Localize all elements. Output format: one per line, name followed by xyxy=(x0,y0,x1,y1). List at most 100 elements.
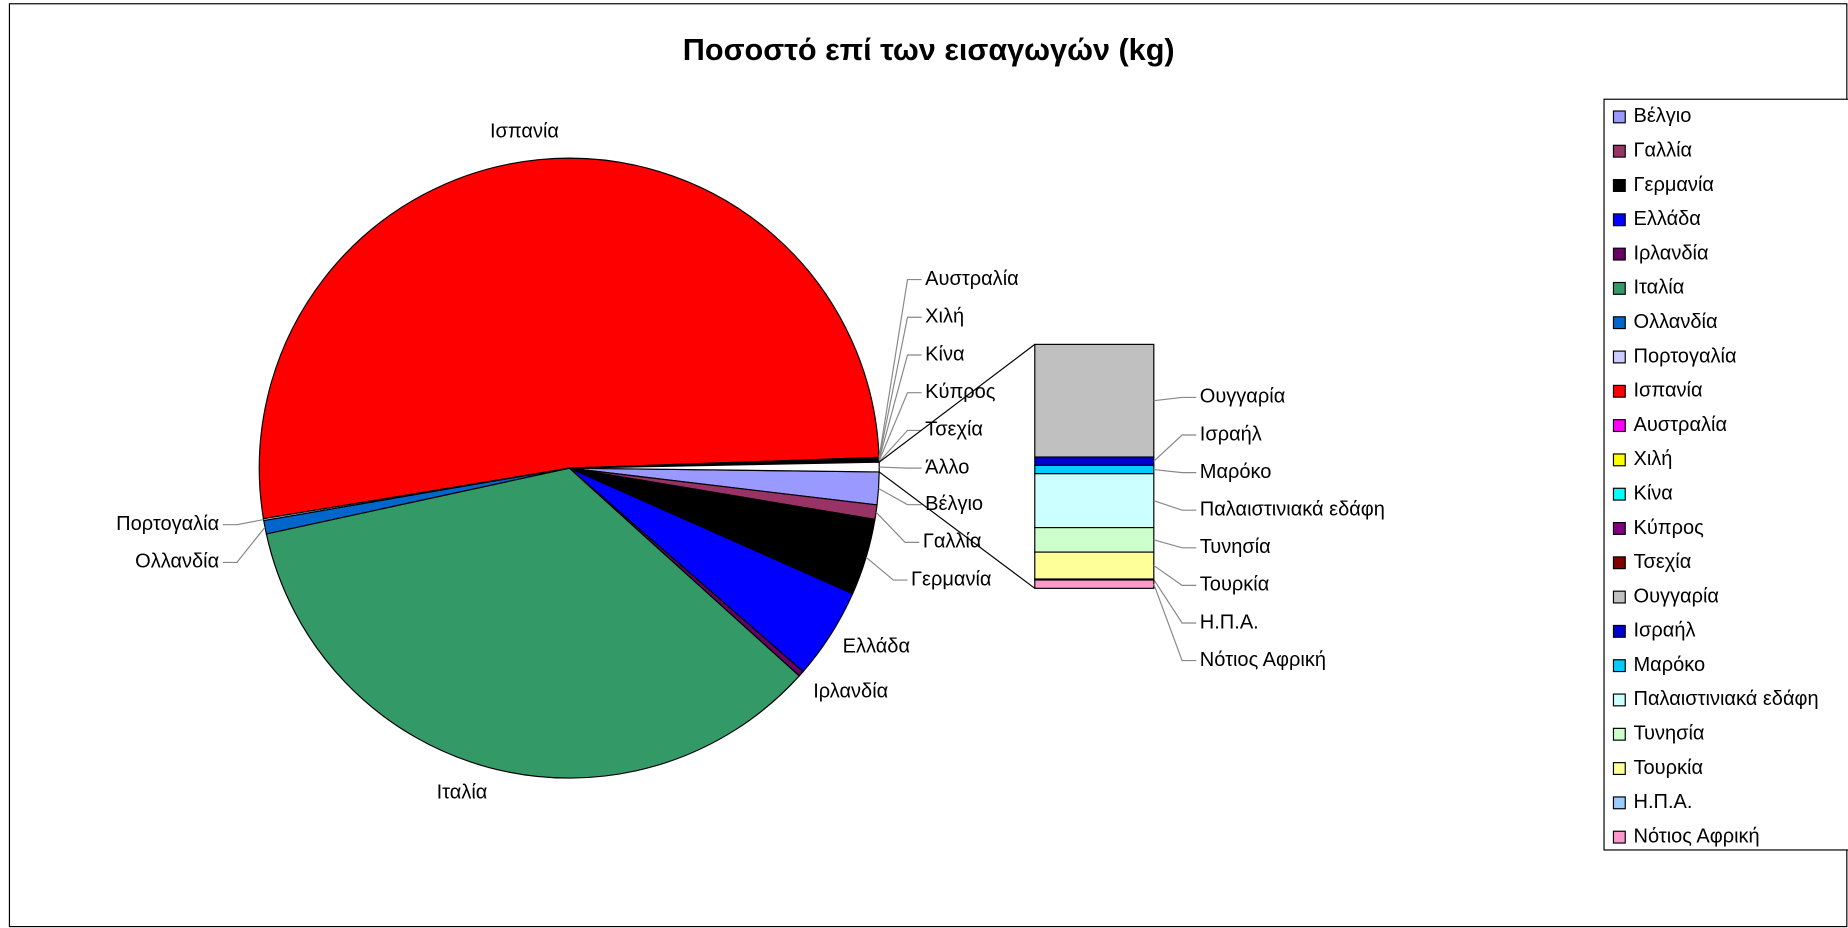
legend-label: Ισπανία xyxy=(1634,380,1703,402)
slice-label: Ιταλία xyxy=(437,782,488,804)
slice-label: Τσεχία xyxy=(925,419,983,441)
bar-segment xyxy=(1034,343,1155,458)
slice-label: Άλλο xyxy=(925,456,969,478)
leader-line xyxy=(865,556,908,581)
leader-line xyxy=(878,392,922,461)
legend-swatch xyxy=(1612,693,1626,707)
leader-line xyxy=(1153,500,1197,511)
leader-line xyxy=(878,429,922,463)
leader-line xyxy=(879,466,922,469)
leader-line xyxy=(878,278,922,458)
legend-swatch xyxy=(1612,762,1626,776)
legend-label: Γερμανία xyxy=(1634,174,1714,196)
slice-label: Βέλγιο xyxy=(925,493,983,515)
bar-segment xyxy=(1034,551,1155,580)
slice-label: Γαλλία xyxy=(923,531,982,553)
legend-swatch xyxy=(1612,830,1626,844)
legend-swatch xyxy=(1612,110,1626,124)
connector-line xyxy=(878,471,1036,589)
legend-swatch xyxy=(1612,727,1626,741)
leader-line xyxy=(1153,539,1197,549)
leader-line xyxy=(878,316,922,459)
pie-slice xyxy=(265,467,801,779)
slice-label: Αυστραλία xyxy=(925,268,1019,290)
slice-label: Ισπανία xyxy=(490,121,559,143)
legend-label: Ιρλανδία xyxy=(1634,242,1709,264)
connector-line xyxy=(878,343,1036,463)
slice-label: Χιλή xyxy=(925,306,964,328)
bar-label: Τουρκία xyxy=(1200,574,1270,596)
leader-line xyxy=(1153,565,1197,586)
legend-label: Ελλάδα xyxy=(1634,208,1701,230)
bar-label: Η.Π.Α. xyxy=(1200,611,1259,633)
legend-swatch xyxy=(1612,144,1626,158)
legend-swatch xyxy=(1612,213,1626,227)
bar-label: Τυνησία xyxy=(1200,536,1271,558)
leader-line xyxy=(1153,579,1197,624)
slice-label: Γερμανία xyxy=(911,568,991,590)
legend-swatch xyxy=(1612,590,1626,604)
slice-label: Κύπρος xyxy=(925,381,996,403)
legend-swatch xyxy=(1612,624,1626,638)
bar-label: Ουγγαρία xyxy=(1200,386,1286,408)
legend-swatch xyxy=(1612,556,1626,570)
legend-label: Ισραήλ xyxy=(1634,620,1696,642)
pie-slice xyxy=(258,157,880,520)
legend-swatch xyxy=(1612,419,1626,433)
leader-line xyxy=(1153,434,1197,462)
slice-label: Ελλάδα xyxy=(843,636,910,658)
legend-label: Ολλανδία xyxy=(1634,311,1718,333)
legend-label: Παλαιστινιακά εδάφη xyxy=(1634,688,1819,710)
legend-label: Τυνησία xyxy=(1634,723,1705,745)
legend-label: Βέλγιο xyxy=(1634,105,1692,127)
pie-slice xyxy=(569,461,880,473)
legend-swatch xyxy=(1612,281,1626,295)
legend-swatch xyxy=(1612,521,1626,535)
bar-segment xyxy=(1034,464,1155,475)
chart-title: Ποσοστό επί των εισαγωγών (kg) xyxy=(683,33,1175,67)
bar-label: Μαρόκο xyxy=(1200,461,1272,483)
legend-swatch xyxy=(1612,316,1626,330)
leader-line xyxy=(878,354,922,460)
bar-label: Παλαιστινιακά εδάφη xyxy=(1200,498,1385,520)
leader-line xyxy=(222,526,266,563)
legend-label: Αυστραλία xyxy=(1634,414,1728,436)
bar-label: Νότιος Αφρική xyxy=(1200,649,1326,671)
bar-segment xyxy=(1034,473,1155,529)
leader-line xyxy=(1153,396,1197,402)
bar-label: Ισραήλ xyxy=(1200,423,1262,445)
slice-label: Ιρλανδία xyxy=(813,680,888,702)
legend-swatch xyxy=(1612,453,1626,467)
legend-swatch xyxy=(1612,659,1626,673)
legend-label: Κύπρος xyxy=(1634,517,1705,539)
legend-label: Νότιος Αφρική xyxy=(1634,825,1760,847)
legend-swatch xyxy=(1612,796,1626,810)
legend-swatch xyxy=(1612,179,1626,192)
legend-label: Μαρόκο xyxy=(1634,654,1706,676)
bar-segment xyxy=(1034,456,1155,466)
legend-swatch xyxy=(1612,384,1626,398)
legend-box xyxy=(1603,98,1848,851)
slice-label: Ολλανδία xyxy=(135,551,219,573)
bar-segment xyxy=(1034,579,1155,589)
legend-label: Η.Π.Α. xyxy=(1634,791,1693,813)
legend-label: Γαλλία xyxy=(1634,140,1693,162)
legend-label: Ιταλία xyxy=(1634,277,1685,299)
legend-swatch xyxy=(1612,247,1626,261)
leader-line xyxy=(1153,468,1197,474)
slice-label: Πορτογαλία xyxy=(116,513,219,535)
legend-label: Ουγγαρία xyxy=(1634,585,1720,607)
leader-line xyxy=(875,511,920,543)
slice-label: Κίνα xyxy=(925,343,964,365)
legend-swatch xyxy=(1612,350,1626,364)
leader-line xyxy=(878,487,922,506)
leader-line xyxy=(1153,583,1197,662)
leader-line xyxy=(222,519,264,526)
legend-label: Κίνα xyxy=(1634,482,1673,504)
legend-label: Πορτογαλία xyxy=(1634,345,1737,367)
legend-label: Χιλή xyxy=(1634,448,1673,470)
legend-label: Τσεχία xyxy=(1634,551,1692,573)
legend-swatch xyxy=(1612,487,1626,501)
legend-label: Τουρκία xyxy=(1634,757,1704,779)
